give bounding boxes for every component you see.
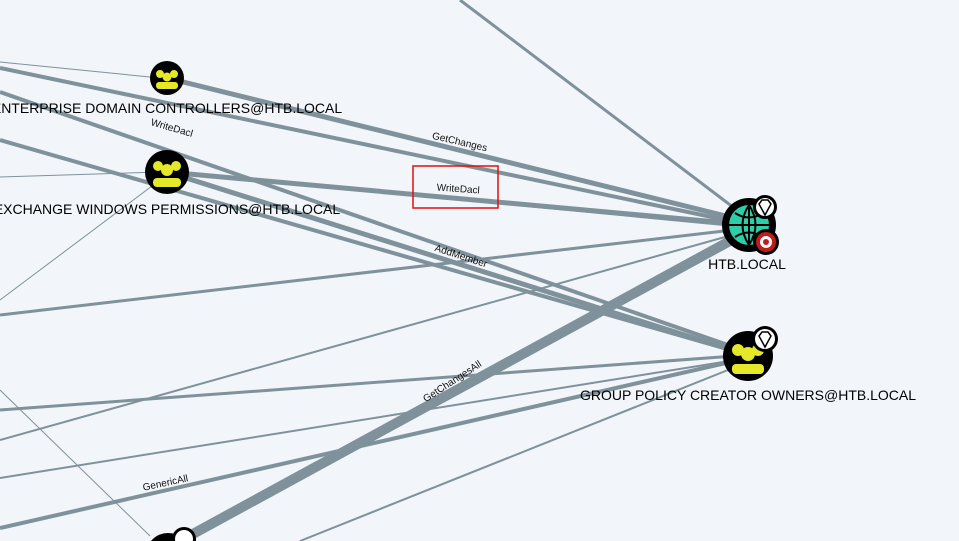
edges [0,0,753,541]
edge [0,90,749,354]
node[interactable]: EXCHANGE WINDOWS PERMISSIONS@HTB.LOCAL [0,150,340,217]
edge [0,356,749,530]
node-label: EXCHANGE WINDOWS PERMISSIONS@HTB.LOCAL [0,201,340,217]
edge [0,229,751,441]
edge [0,353,749,412]
edge [166,171,751,229]
edge [0,357,749,479]
node-label: GROUP POLICY CREATOR OWNERS@HTB.LOCAL [580,387,916,403]
highlight-box [412,165,499,209]
edge [0,138,749,357]
edge-label: WriteDacl [436,183,480,197]
edge [0,389,151,537]
edge [459,0,751,222]
edge [177,225,753,541]
edge [166,169,749,358]
edge [0,61,161,79]
edge [299,361,749,541]
edge [0,66,751,227]
edge [166,75,751,225]
edge [0,179,161,301]
edge-label: WriteDacl [149,117,194,139]
node[interactable]: ENTERPRISE DOMAIN CONTROLLERS@HTB.LOCAL [0,61,342,116]
node[interactable]: GROUP POLICY CREATOR OWNERS@HTB.LOCAL [580,326,916,403]
node[interactable]: HTB.LOCAL [708,195,786,272]
edge [0,171,161,178]
edge [0,226,751,317]
node-label: HTB.LOCAL [708,256,786,272]
node-label: ENTERPRISE DOMAIN CONTROLLERS@HTB.LOCAL [0,100,342,116]
node-partial[interactable] [146,527,196,541]
